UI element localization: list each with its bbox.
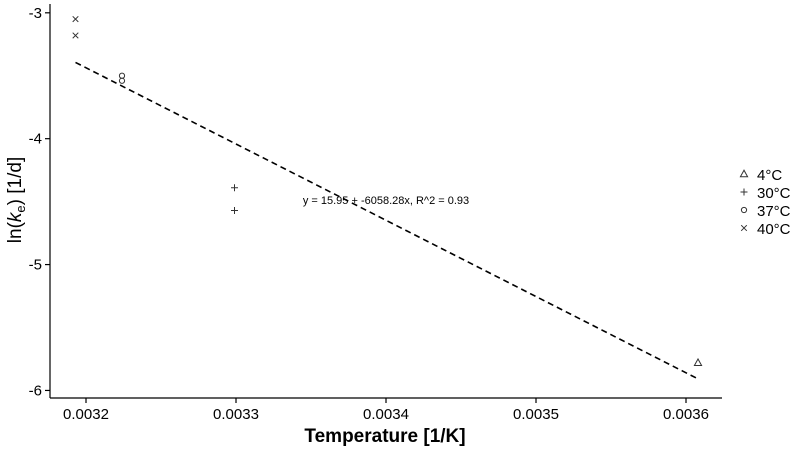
data-point-cross <box>72 32 79 39</box>
x-tick-label: 0.0032 <box>63 406 109 423</box>
y-title-sub: e <box>13 205 28 212</box>
data-point-plus <box>231 206 238 214</box>
y-tick-label: -6 <box>29 382 42 399</box>
data-point-circle <box>118 77 126 84</box>
data-point-circle <box>118 72 126 79</box>
x-tick-label: 0.0035 <box>513 406 559 423</box>
data-points <box>72 15 703 367</box>
x-tick-label: 0.0034 <box>363 406 409 423</box>
legend-label: 4°C <box>757 167 782 184</box>
legend-key-triangle <box>739 169 749 178</box>
y-title-suffix: ) [1/d] <box>5 157 26 206</box>
y-axis-title: ln(ke) [1/d] <box>5 157 28 243</box>
legend-label: 30°C <box>757 185 791 202</box>
y-axis-ticks: -3 -4 -5 -6 <box>29 5 50 399</box>
x-tick-label: 0.0036 <box>663 406 709 423</box>
legend-label: 40°C <box>757 221 791 238</box>
legend-key-plus <box>740 188 748 196</box>
y-tick-label: -3 <box>29 5 42 22</box>
legend: 4°C30°C37°C40°C <box>739 167 791 238</box>
x-tick-label: 0.0033 <box>213 406 259 423</box>
y-tick-label: -5 <box>29 257 42 274</box>
legend-key-cross <box>740 224 748 232</box>
x-axis-ticks: 0.0032 0.0033 0.0034 0.0035 0.0036 <box>63 398 709 423</box>
data-point-cross <box>72 15 79 23</box>
x-axis-title: Temperature [1/K] <box>304 426 465 447</box>
legend-key-circle <box>740 206 748 214</box>
legend-label: 37°C <box>757 203 791 220</box>
y-title-prefix: ln( <box>5 221 26 243</box>
fit-annotation: y = 15.95 + -6058.28x, R^2 = 0.93 <box>303 195 469 207</box>
fit-line <box>75 61 699 380</box>
data-point-plus <box>231 184 238 192</box>
y-tick-label: -4 <box>29 131 42 148</box>
y-title-var: k <box>5 211 26 222</box>
data-point-triangle <box>693 357 703 367</box>
